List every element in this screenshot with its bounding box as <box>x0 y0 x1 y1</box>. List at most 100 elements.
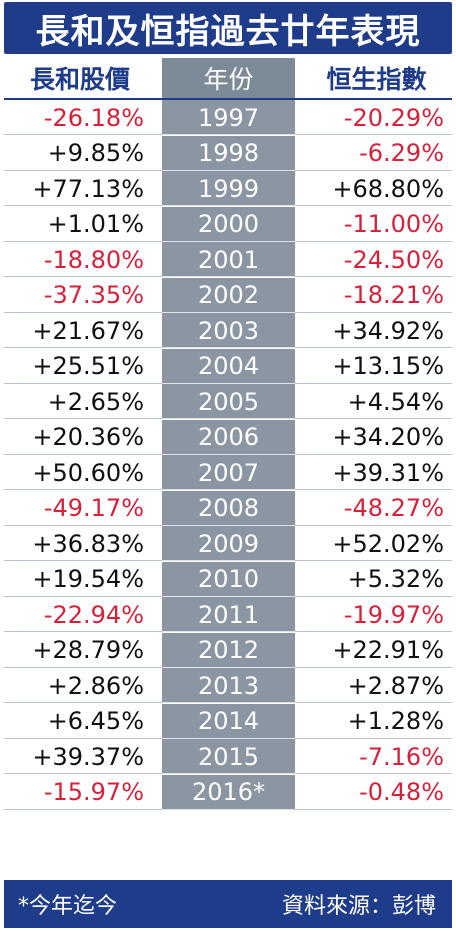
year-cell: 2007 <box>162 455 295 490</box>
year-divider <box>162 347 295 348</box>
table-row: +2.86% 2013 +2.87% <box>4 668 452 703</box>
chart-title: 長和及恒指過去廿年表現 <box>4 2 452 54</box>
ckh-change-cell: -49.17% <box>43 494 144 522</box>
year-divider <box>162 240 295 242</box>
table-row: +20.36% 2006 +34.20% <box>4 419 452 455</box>
header-divider <box>4 98 452 100</box>
year-divider <box>162 737 295 739</box>
hsi-change-cell: -0.48% <box>359 778 444 806</box>
year-cell: 1998 <box>162 135 295 171</box>
hsi-change-cell: +68.80% <box>332 174 444 203</box>
hsi-change-cell: +52.02% <box>332 529 444 558</box>
year-cell: 2014 <box>162 703 295 739</box>
table-row: +77.13% 1999 +68.80% <box>4 171 452 206</box>
ckh-change-cell: +19.54% <box>32 565 144 593</box>
ckh-change-cell: +36.83% <box>32 529 144 558</box>
ckh-change-cell: +39.37% <box>32 742 144 771</box>
source-credit: 資料來源：彭博 <box>281 894 436 919</box>
hsi-change-cell: +34.20% <box>332 423 444 451</box>
year-divider <box>162 453 295 455</box>
year-cell: 2013 <box>162 668 295 703</box>
ckh-change-cell: -15.97% <box>43 778 144 806</box>
table-row: -37.35% 2002 -18.21% <box>4 277 452 313</box>
year-divider <box>162 773 295 774</box>
year-cell: 2009 <box>162 526 295 561</box>
year-cell: 2006 <box>162 419 295 455</box>
hsi-change-cell: +22.91% <box>332 636 444 664</box>
year-divider <box>162 631 295 632</box>
year-cell: 2003 <box>162 313 295 348</box>
ckh-change-cell: +9.85% <box>47 139 144 167</box>
year-cell: 1999 <box>162 171 295 206</box>
ckh-change-cell: +25.51% <box>32 352 144 380</box>
ckh-change-cell: -37.35% <box>43 281 144 309</box>
year-divider <box>162 666 295 668</box>
hsi-change-cell: -19.97% <box>343 600 444 629</box>
year-divider <box>162 311 295 313</box>
year-cell: 2001 <box>162 242 295 277</box>
ckh-change-cell: +77.13% <box>32 174 144 203</box>
hsi-change-cell: +39.31% <box>332 458 444 487</box>
table-row: +25.51% 2004 +13.15% <box>4 348 452 384</box>
header-hsi: 恒生指數 <box>326 65 427 94</box>
footer-bar: *今年迄今 資料來源：彭博 <box>4 880 452 928</box>
table-row: +50.60% 2007 +39.31% <box>4 455 452 490</box>
year-divider <box>162 524 295 526</box>
footnote: *今年迄今 <box>18 894 118 919</box>
hsi-change-cell: -24.50% <box>343 245 444 274</box>
table-row: -49.17% 2008 -48.27% <box>4 490 452 526</box>
year-divider <box>162 169 295 171</box>
table-row: +1.01% 2000 -11.00% <box>4 206 452 242</box>
hsi-change-cell: +2.87% <box>347 671 444 700</box>
year-divider <box>162 489 295 490</box>
year-cell: 2008 <box>162 490 295 526</box>
hsi-change-cell: +13.15% <box>332 352 444 380</box>
table-row: -18.80% 2001 -24.50% <box>4 242 452 277</box>
ckh-change-cell: +50.60% <box>32 458 144 487</box>
table-row: +6.45% 2014 +1.28% <box>4 703 452 739</box>
year-cell: 2011 <box>162 597 295 632</box>
year-cell: 2004 <box>162 348 295 384</box>
table-row: +9.85% 1998 -6.29% <box>4 135 452 171</box>
hsi-change-cell: +5.32% <box>347 565 444 593</box>
table-row: +19.54% 2010 +5.32% <box>4 561 452 597</box>
hsi-change-cell: +34.92% <box>332 316 444 345</box>
year-divider <box>162 205 295 206</box>
hsi-change-cell: -18.21% <box>343 281 444 309</box>
hsi-change-cell: -7.16% <box>359 742 444 771</box>
hsi-change-cell: +4.54% <box>347 387 444 416</box>
header-ckh-price: 長和股價 <box>29 65 130 94</box>
year-divider <box>162 276 295 277</box>
year-cell: 2010 <box>162 561 295 597</box>
header-year: 年份 <box>162 58 295 98</box>
year-cell: 2005 <box>162 384 295 419</box>
ckh-change-cell: -26.18% <box>43 103 144 132</box>
ckh-change-cell: +28.79% <box>32 636 144 664</box>
year-cell: 2000 <box>162 206 295 242</box>
year-cell: 2002 <box>162 277 295 313</box>
table-row: +28.79% 2012 +22.91% <box>4 632 452 668</box>
hsi-change-cell: -48.27% <box>343 494 444 522</box>
table-row: -22.94% 2011 -19.97% <box>4 597 452 632</box>
year-cell: 2016* <box>162 774 295 810</box>
table-row: -15.97% 2016* -0.48% <box>4 774 452 810</box>
ckh-change-cell: +2.65% <box>47 387 144 416</box>
table-row: +21.67% 2003 +34.92% <box>4 313 452 348</box>
ckh-change-cell: +20.36% <box>32 423 144 451</box>
year-divider <box>162 808 295 810</box>
year-divider <box>162 134 295 135</box>
table-row: +2.65% 2005 +4.54% <box>4 384 452 419</box>
ckh-change-cell: +21.67% <box>32 316 144 345</box>
hsi-change-cell: -6.29% <box>359 139 444 167</box>
year-divider <box>162 560 295 561</box>
year-divider <box>162 595 295 597</box>
hsi-change-cell: -11.00% <box>343 210 444 238</box>
table-row: +39.37% 2015 -7.16% <box>4 739 452 774</box>
ckh-change-cell: +6.45% <box>47 707 144 735</box>
table-row: -26.18% 1997 -20.29% <box>4 100 452 135</box>
table-row: +36.83% 2009 +52.02% <box>4 526 452 561</box>
year-cell: 2012 <box>162 632 295 668</box>
year-divider <box>162 418 295 419</box>
hsi-change-cell: +1.28% <box>347 707 444 735</box>
